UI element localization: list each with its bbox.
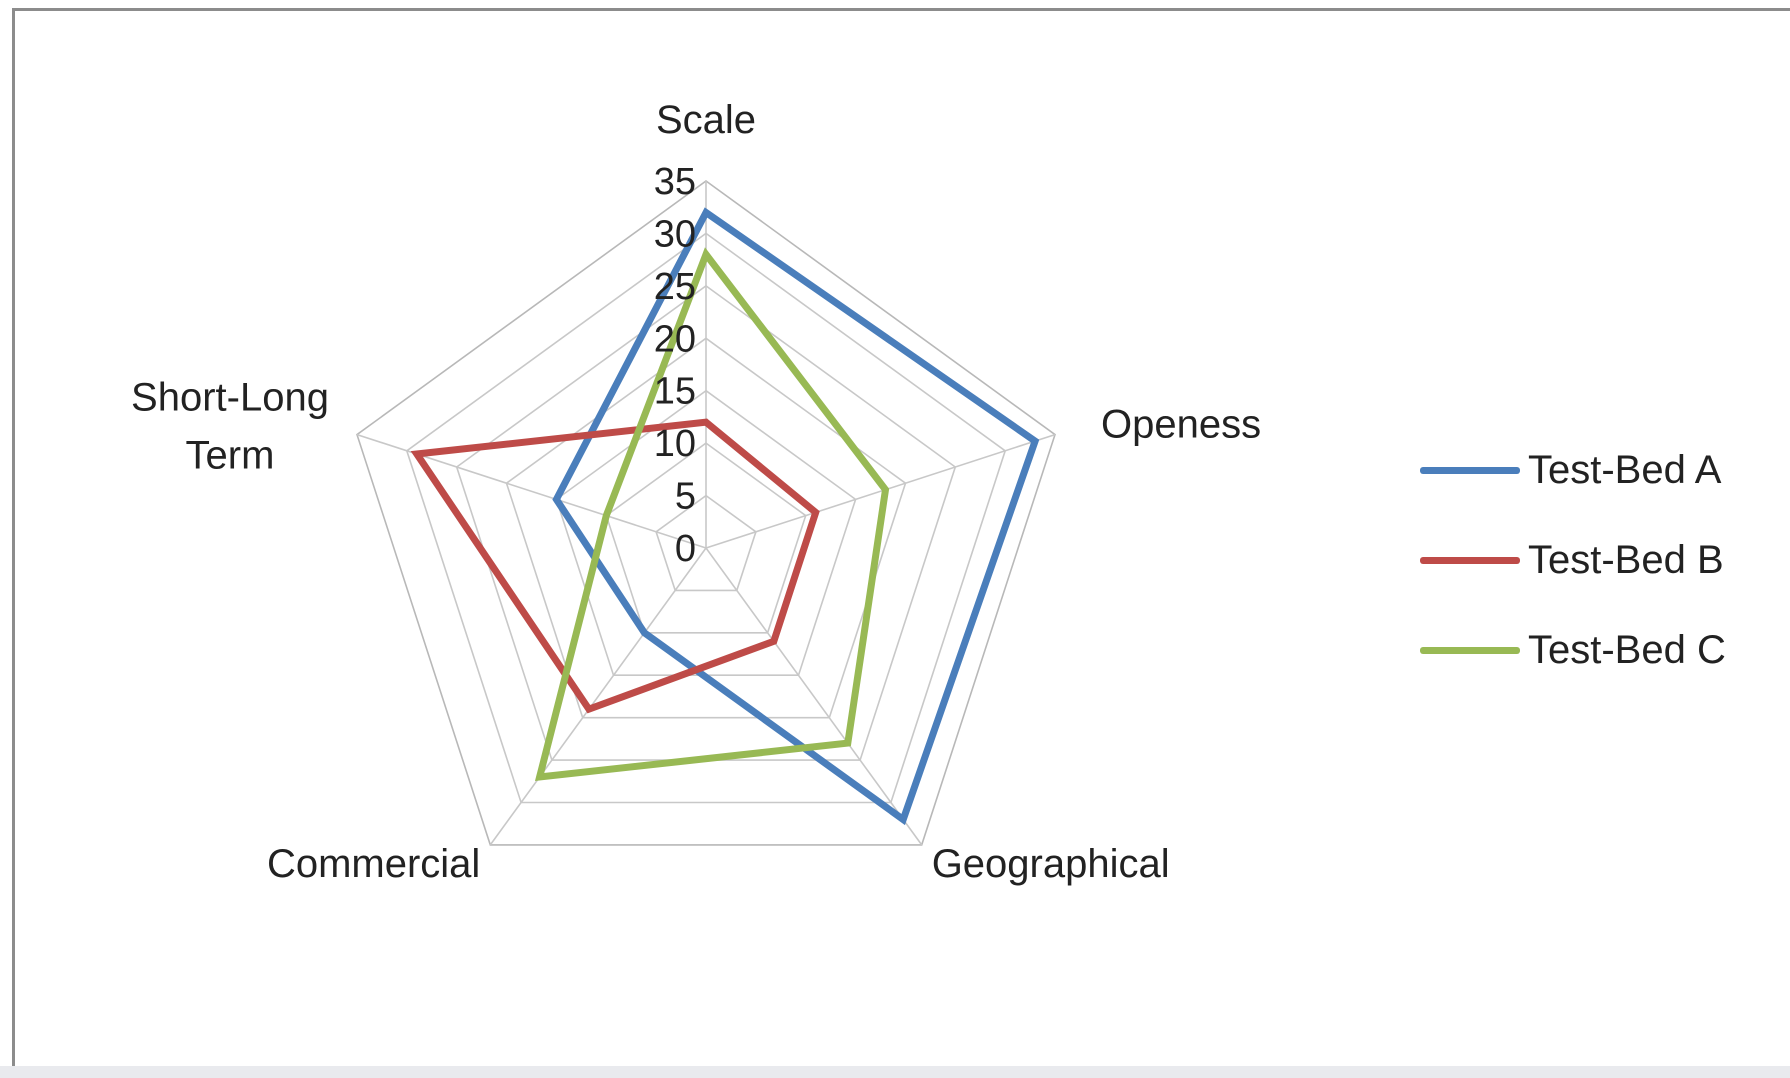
tick-label-15: 15 [654, 371, 696, 413]
legend: Test-Bed A Test-Bed B Test-Bed C [1420, 425, 1760, 695]
spoke-1 [705, 433, 1056, 549]
legend-label-test-bed-b: Test-Bed B [1528, 537, 1724, 582]
legend-item-test-bed-b: Test-Bed B [1420, 515, 1760, 605]
spoke-3 [489, 547, 707, 846]
legend-label-test-bed-a: Test-Bed A [1528, 447, 1722, 492]
tick-label-20: 20 [654, 318, 696, 360]
series-line-test-bed-a [552, 207, 1040, 826]
grid-ring-30 [405, 232, 1007, 804]
tick-label-5: 5 [675, 476, 696, 518]
radar-tick-labels: 0 5 10 15 20 25 30 35 [654, 161, 696, 570]
series-line-test-bed-b [410, 418, 820, 714]
legend-item-test-bed-a: Test-Bed A [1420, 425, 1760, 515]
legend-label-test-bed-c: Test-Bed C [1528, 627, 1726, 672]
spoke-2 [705, 547, 923, 846]
chart-frame [12, 8, 1790, 1078]
axis-label-short-long-term: Short-Long Term [131, 376, 329, 478]
tick-label-30: 30 [654, 213, 696, 255]
axis-label-commercial: Commercial [267, 842, 480, 886]
radar-axis-labels: Scale Openess Geographical Commercial Short-… [131, 98, 1261, 886]
legend-swatch-test-bed-b [1420, 556, 1520, 564]
radar-grid [356, 180, 1056, 846]
bottom-band [0, 1066, 1790, 1078]
axis-label-openess: Openess [1101, 403, 1261, 447]
tick-label-35: 35 [654, 161, 696, 203]
grid-ring-5 [655, 494, 757, 592]
tick-label-10: 10 [654, 423, 696, 465]
grid-ring-10 [605, 442, 807, 634]
radar-series [410, 207, 1040, 826]
legend-item-test-bed-c: Test-Bed C [1420, 605, 1760, 695]
axis-label-geographical: Geographical [932, 842, 1170, 886]
legend-swatch-test-bed-a [1420, 466, 1520, 474]
legend-swatch-test-bed-c [1420, 646, 1520, 654]
tick-label-0: 0 [675, 528, 696, 570]
series-line-test-bed-c [534, 247, 890, 782]
grid-ring-20 [505, 337, 907, 719]
axis-label-scale: Scale [656, 98, 756, 142]
grid-ring-35 [356, 180, 1056, 846]
tick-label-25: 25 [654, 266, 696, 308]
